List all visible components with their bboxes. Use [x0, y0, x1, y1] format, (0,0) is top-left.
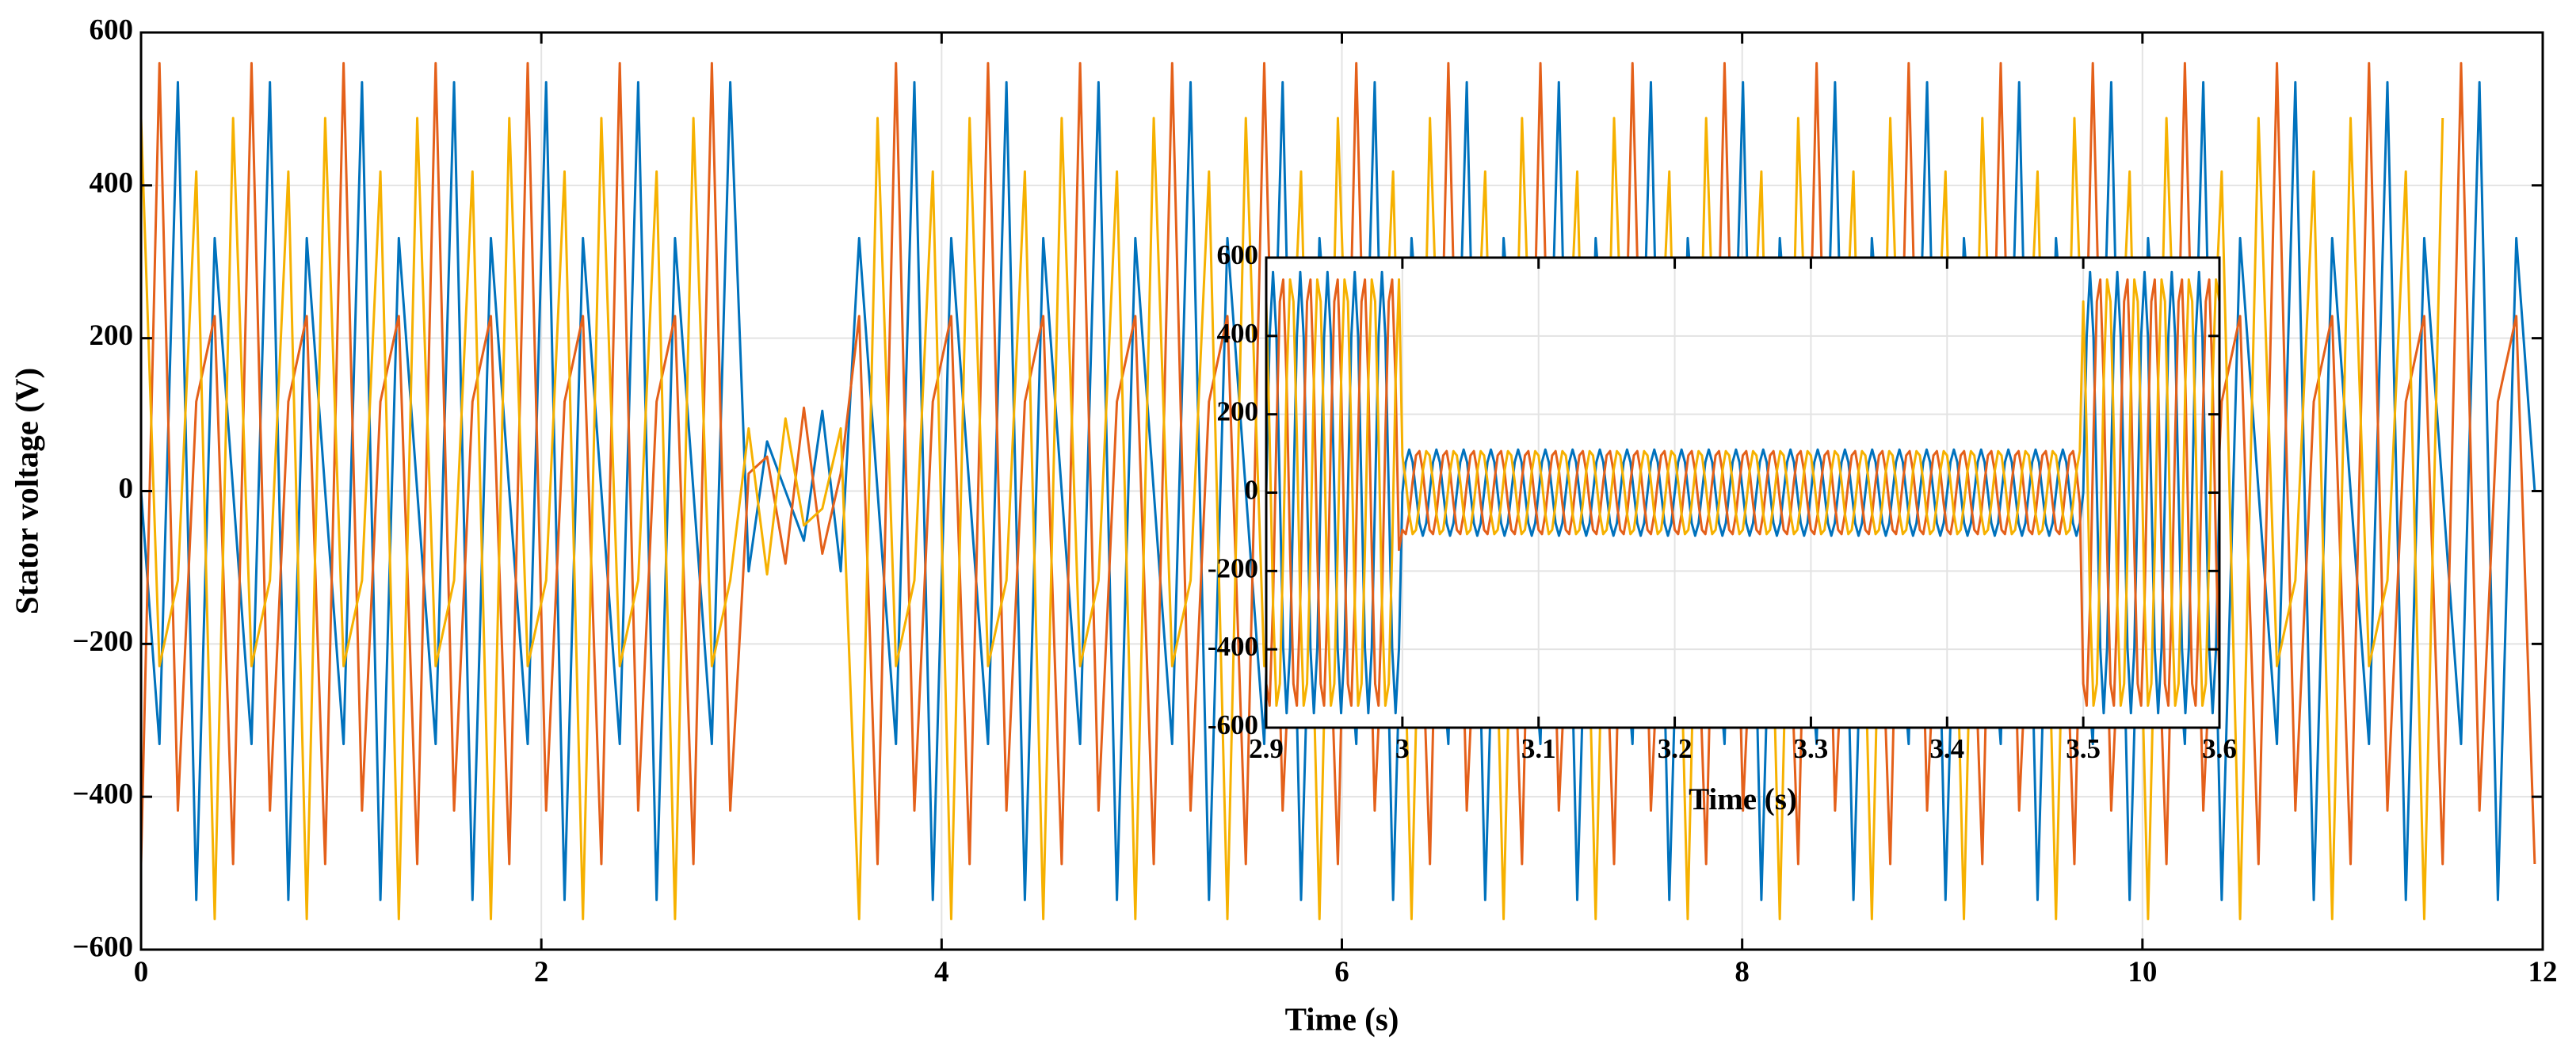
voltage-line — [1266, 278, 2219, 707]
x-tick-label: 2.9 — [1249, 733, 1284, 764]
y-tick-label: -600 — [1208, 709, 1258, 740]
y-axis-label: Stator voltage (V) — [8, 368, 44, 614]
y-tick-label: −600 — [72, 931, 133, 963]
voltage-line — [1266, 270, 2219, 715]
x-tick-label: 3.2 — [1658, 733, 1693, 764]
x-tick-label: 4 — [934, 956, 949, 988]
x-axis-label: Time (s) — [1285, 1000, 1399, 1037]
y-tick-label: -200 — [1208, 552, 1258, 583]
x-tick-label: 3.3 — [1794, 733, 1829, 764]
voltage-line — [1266, 278, 2219, 707]
y-tick-label: 600 — [90, 13, 134, 46]
y-tick-label: 0 — [119, 472, 134, 505]
y-tick-label: 400 — [90, 166, 134, 199]
x-tick-label: 3.4 — [1929, 733, 1964, 764]
x-tick-label: 3.6 — [2202, 733, 2237, 764]
y-tick-label: 200 — [90, 319, 134, 352]
y-tick-label: 400 — [1217, 318, 1259, 349]
x-tick-label: 0 — [134, 956, 149, 988]
y-tick-label: -400 — [1208, 631, 1258, 662]
x-tick-label: 6 — [1334, 956, 1349, 988]
x-tick-label: 3.1 — [1521, 733, 1556, 764]
x-tick-label: 10 — [2128, 956, 2157, 988]
y-tick-label: −400 — [72, 778, 133, 811]
y-tick-label: 600 — [1217, 239, 1259, 270]
y-tick-label: −200 — [72, 625, 133, 658]
y-tick-label: 200 — [1217, 396, 1259, 427]
x-tick-label: 3.5 — [2066, 733, 2101, 764]
y-tick-label: 0 — [1245, 475, 1259, 506]
x-axis-label: Time (s) — [1689, 782, 1797, 816]
x-tick-label: 3 — [1395, 733, 1410, 764]
plot-area — [1266, 270, 2219, 715]
x-tick-label: 8 — [1735, 956, 1750, 988]
x-tick-label: 12 — [2528, 956, 2558, 988]
x-tick-label: 2 — [534, 956, 549, 988]
